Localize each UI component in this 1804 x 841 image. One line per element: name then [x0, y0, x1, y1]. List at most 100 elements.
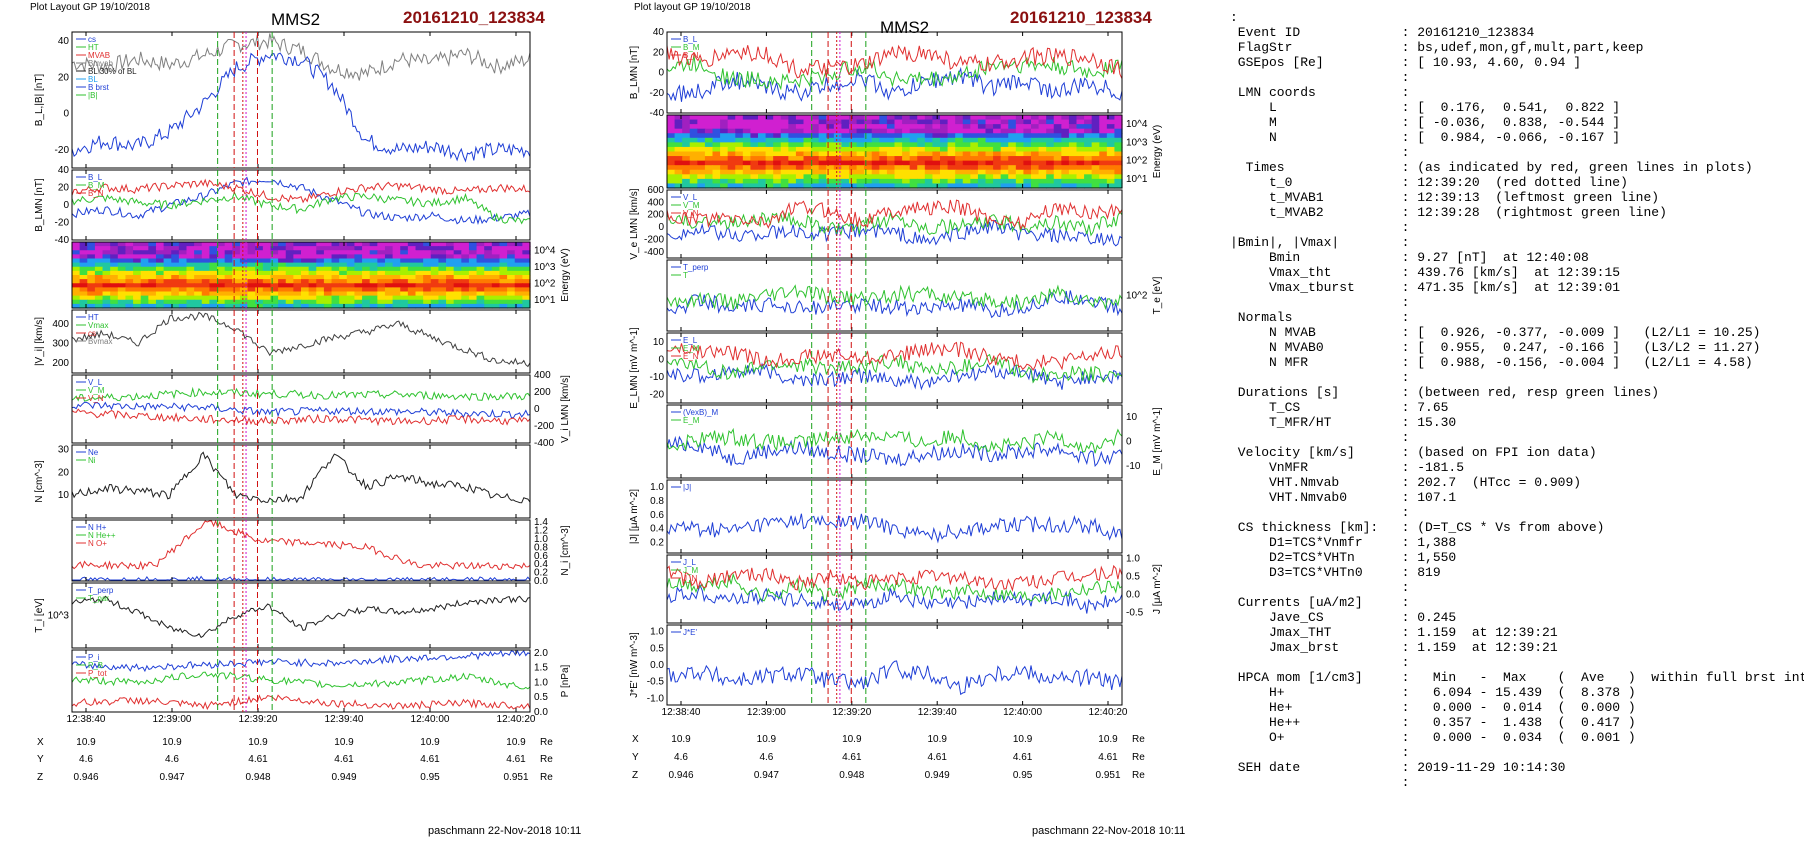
- left-spec-cell: [155, 283, 165, 288]
- left-panel-1-legend-label: B_M: [88, 181, 105, 190]
- left-spec-cell: [125, 254, 134, 260]
- middle-spec-cell: [765, 174, 774, 180]
- middle-spec-cell: [947, 137, 956, 143]
- middle-spec-cell: [894, 151, 903, 157]
- middle-panel-6-ytick: 0.2: [650, 538, 664, 549]
- left-spec-cell: [148, 254, 157, 260]
- left-coord-name: X: [37, 737, 44, 748]
- middle-spec-cell: [803, 146, 812, 153]
- left-spec-cell: [178, 275, 188, 280]
- middle-spec-cell: [1068, 169, 1078, 175]
- middle-spec-cell: [765, 115, 774, 121]
- left-spec-cell: [155, 299, 165, 305]
- middle-spec-cell: [773, 142, 782, 148]
- left-spec-cell: [133, 254, 142, 260]
- middle-panel-6-ylabel: |J| [μA m^-2]: [629, 489, 640, 544]
- left-spec-cell: [255, 303, 264, 309]
- middle-spec-cell: [1076, 142, 1085, 148]
- left-spec-cell: [178, 266, 188, 272]
- left-spec-cell: [125, 266, 134, 272]
- middle-spec-cell: [735, 169, 744, 175]
- middle-spec-cell: [1099, 151, 1108, 157]
- left-spec-cell: [148, 262, 157, 268]
- left-spec-cell: [438, 254, 447, 260]
- left-spec-cell: [430, 242, 439, 247]
- middle-panel-4-legend-label: E_L: [683, 336, 698, 345]
- middle-spec-cell: [924, 119, 934, 125]
- middle-spec-cell: [712, 128, 721, 134]
- middle-spec-cell: [803, 183, 812, 189]
- left-spec-cell: [232, 287, 241, 293]
- left-panel-0-legend-label: HT: [88, 43, 99, 52]
- middle-spec-cell: [758, 151, 767, 157]
- middle-panel-2-series-V-L: [666, 219, 1123, 247]
- left-spec-cell: [209, 250, 218, 255]
- left-spec-cell: [255, 295, 264, 301]
- middle-spec-cell: [826, 156, 835, 162]
- left-spec-cell: [415, 279, 424, 284]
- left-spec-cell: [491, 250, 501, 255]
- left-panel-6-ylabel: N_i [cm^-3]: [560, 525, 571, 575]
- middle-spec-cell: [1114, 142, 1123, 148]
- left-spec-cell: [125, 262, 134, 268]
- left-spec-cell: [201, 291, 210, 297]
- left-spec-cell: [140, 283, 149, 288]
- left-spec-cell: [392, 246, 401, 251]
- middle-spec-cell: [742, 142, 752, 148]
- middle-spec-cell: [803, 124, 812, 130]
- middle-spec-cell: [735, 151, 744, 157]
- left-spec-cell: [522, 275, 531, 280]
- left-panel-5-ytick: 10: [58, 490, 70, 501]
- middle-spec-cell: [864, 165, 873, 171]
- middle-spec-cell: [803, 133, 812, 139]
- left-spec-cell: [461, 275, 470, 280]
- middle-spec-cell: [894, 160, 903, 166]
- middle-spec-cell: [864, 119, 873, 125]
- middle-spec-cell: [773, 156, 782, 162]
- left-spec-cell: [301, 295, 310, 301]
- left-spec-cell: [354, 254, 363, 260]
- middle-spec-cell: [1053, 160, 1062, 166]
- left-spec-cell: [362, 303, 371, 309]
- middle-spec-cell: [1008, 160, 1017, 166]
- middle-panel-5-ylabel: E_M [mV m^-1]: [1152, 407, 1163, 476]
- middle-spec-cell: [871, 151, 880, 157]
- left-spec-cell: [186, 250, 195, 255]
- middle-spec-cell: [704, 124, 714, 130]
- left-spec-cell: [171, 283, 180, 288]
- left-spec-cell: [331, 242, 340, 247]
- middle-spec-cell: [993, 151, 1002, 157]
- left-spec-cell: [461, 279, 470, 284]
- middle-spec-cell: [1061, 160, 1070, 166]
- middle-spec-cell: [886, 146, 896, 153]
- left-panel-8-ytick: 0.0: [534, 707, 548, 718]
- middle-spec-cell: [1015, 178, 1025, 185]
- left-spec-cell: [125, 250, 134, 255]
- left-spec-cell: [285, 295, 294, 301]
- left-spec-cell: [163, 266, 172, 272]
- middle-spec-cell: [932, 151, 941, 157]
- left-spec-cell: [453, 279, 462, 284]
- middle-spec-cell: [955, 137, 964, 143]
- left-spec-cell: [217, 299, 226, 305]
- left-coord-val: 0.947: [159, 772, 184, 783]
- middle-spec-cell: [667, 174, 676, 180]
- left-spec-cell: [255, 287, 264, 293]
- middle-spec-cell: [758, 133, 767, 139]
- left-spec-cell: [461, 283, 470, 288]
- left-spec-cell: [484, 270, 493, 276]
- left-spec-cell: [255, 291, 264, 297]
- left-spec-cell: [392, 279, 401, 284]
- middle-spec-cell: [712, 146, 721, 153]
- left-spec-cell: [102, 242, 111, 247]
- middle-spec-cell: [940, 165, 949, 171]
- middle-spec-cell: [932, 156, 941, 162]
- middle-spec-cell: [849, 151, 858, 157]
- left-spec-cell: [331, 246, 340, 251]
- left-spec-cell: [201, 270, 210, 276]
- left-spec-cell: [87, 258, 96, 264]
- left-spec-cell: [484, 303, 493, 309]
- middle-spec-cell: [689, 178, 698, 185]
- middle-coord-val: 4.61: [1013, 752, 1033, 763]
- left-panel-7-legend-label: T_perp: [88, 586, 114, 595]
